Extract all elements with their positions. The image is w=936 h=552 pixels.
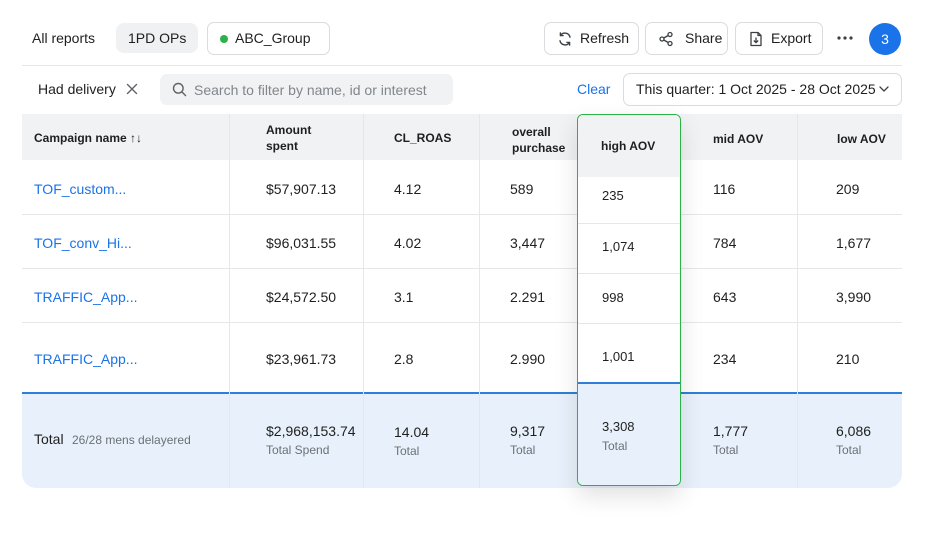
low-aov-cell: 3,990 [836,289,872,305]
header-cl-roas: CL_ROAS [394,131,452,145]
table-header [22,114,902,160]
search-icon [172,82,187,97]
date-range-select[interactable]: This quarter: 1 Oct 2025 - 28 Oct 2025 [623,73,902,106]
header-low-aov: low AOV [837,132,886,146]
row-divider [22,214,902,215]
total-amount: $2,968,153.74 [266,423,356,439]
cl-roas-cell: 4.12 [394,181,422,197]
total-overall: 9,317 [510,423,546,439]
row-divider [578,223,680,224]
header-amount-line1: Amount [266,123,312,137]
header-high-aov: high AOV [601,139,656,153]
row-divider [578,323,680,324]
low-aov-cell: 210 [836,351,860,367]
total-divider [578,382,680,384]
high-aov-cell: 235 [602,188,624,203]
refresh-icon [559,32,571,46]
group-label: ABC_Group [235,30,311,46]
total-divider [22,392,902,394]
cl-roas-cell: 3.1 [394,289,414,305]
search-box [160,74,453,105]
low-aov-cell: 209 [836,181,860,197]
high-aov-cell: 998 [602,290,624,305]
campaign-link[interactable]: TOF_conv_Hi... [34,235,132,251]
cl-roas-cell: 2.8 [394,351,414,367]
tab-all-reports[interactable]: All reports [32,30,96,46]
header-divider [22,65,902,66]
search-input[interactable] [194,74,444,105]
status-dot-icon [220,35,228,43]
more-options-icon[interactable] [836,35,854,41]
group-selector[interactable]: ABC_Group [207,22,330,55]
high-aov-cell: 1,074 [602,239,635,254]
row-divider [22,268,902,269]
total-mid-aov: 1,777 [713,423,749,439]
overall-cell: 2.291 [510,289,546,305]
header-overall-line2: purchase [512,141,566,155]
total-row [22,392,902,488]
date-range-label: This quarter: 1 Oct 2025 - 28 Oct 2025 [636,81,876,97]
campaign-link[interactable]: TRAFFIC_App... [34,351,138,367]
mid-aov-cell: 784 [713,235,737,251]
clear-filters-link[interactable]: Clear [577,81,611,97]
chevron-down-icon [879,86,889,92]
refresh-button[interactable]: Refresh [544,22,639,55]
column-divider [363,114,364,488]
filter-chip-had-delivery: Had delivery [38,81,116,97]
high-aov-header [578,115,680,177]
share-icon [659,31,673,47]
overall-cell: 589 [510,181,534,197]
total-cl-roas: 14.04 [394,424,430,440]
campaign-link[interactable]: TRAFFIC_App... [34,289,138,305]
share-label: Share [685,30,723,46]
total-high-aov: 3,308 [602,419,635,434]
amount-cell: $57,907.13 [266,181,337,197]
overall-cell: 2.990 [510,351,546,367]
mid-aov-cell: 234 [713,351,737,367]
amount-cell: $24,572.50 [266,289,337,305]
header-campaign-name[interactable]: Campaign name ↑↓ [34,131,143,145]
header-overall-line1: overall [512,125,551,139]
tab-1pd-ops[interactable]: 1PD OPs [116,23,199,53]
cl-roas-cell: 4.02 [394,235,422,251]
total-sub: Total [510,443,536,457]
total-sub: Total [713,443,739,457]
header-amount-line2: spent [266,139,299,153]
total-sub: Total [602,439,628,453]
low-aov-cell: 1,677 [836,235,872,251]
high-aov-total-band [578,383,680,485]
mid-aov-cell: 116 [713,181,736,197]
campaign-link[interactable]: TOF_custom... [34,181,127,197]
total-sub: Total [394,444,420,458]
export-button[interactable]: Export [735,22,823,55]
total-amount-sub: Total Spend [266,443,330,457]
campaign-table: Campaign name ↑↓ Amount spent CL_ROAS ov… [22,114,902,488]
refresh-label: Refresh [580,30,630,46]
column-divider [229,114,230,488]
amount-cell: $23,961.73 [266,351,337,367]
row-divider [22,322,902,323]
top-bar: All reports 1PD OPs ABC_Group Refresh Sh… [22,22,902,56]
total-low-aov: 6,086 [836,423,872,439]
high-aov-cell: 1,001 [602,349,635,364]
total-sub: Total [836,443,862,457]
total-note: 26/28 mens delayered [72,433,191,447]
header-mid-aov: mid AOV [713,132,764,146]
amount-cell: $96,031.55 [266,235,337,251]
export-icon [750,31,762,47]
avatar[interactable]: 3 [869,23,901,55]
share-button[interactable]: Share [645,22,728,55]
row-divider [578,273,680,274]
total-label: Total [34,431,64,447]
export-label: Export [771,30,812,46]
mid-aov-cell: 643 [713,289,737,305]
overall-cell: 3,447 [510,235,546,251]
high-aov-column-highlight[interactable]: high AOV 235 1,074 998 1,001 3,308 Total [577,114,681,486]
close-icon[interactable] [126,83,138,95]
column-divider [479,114,480,488]
column-divider [797,114,798,488]
